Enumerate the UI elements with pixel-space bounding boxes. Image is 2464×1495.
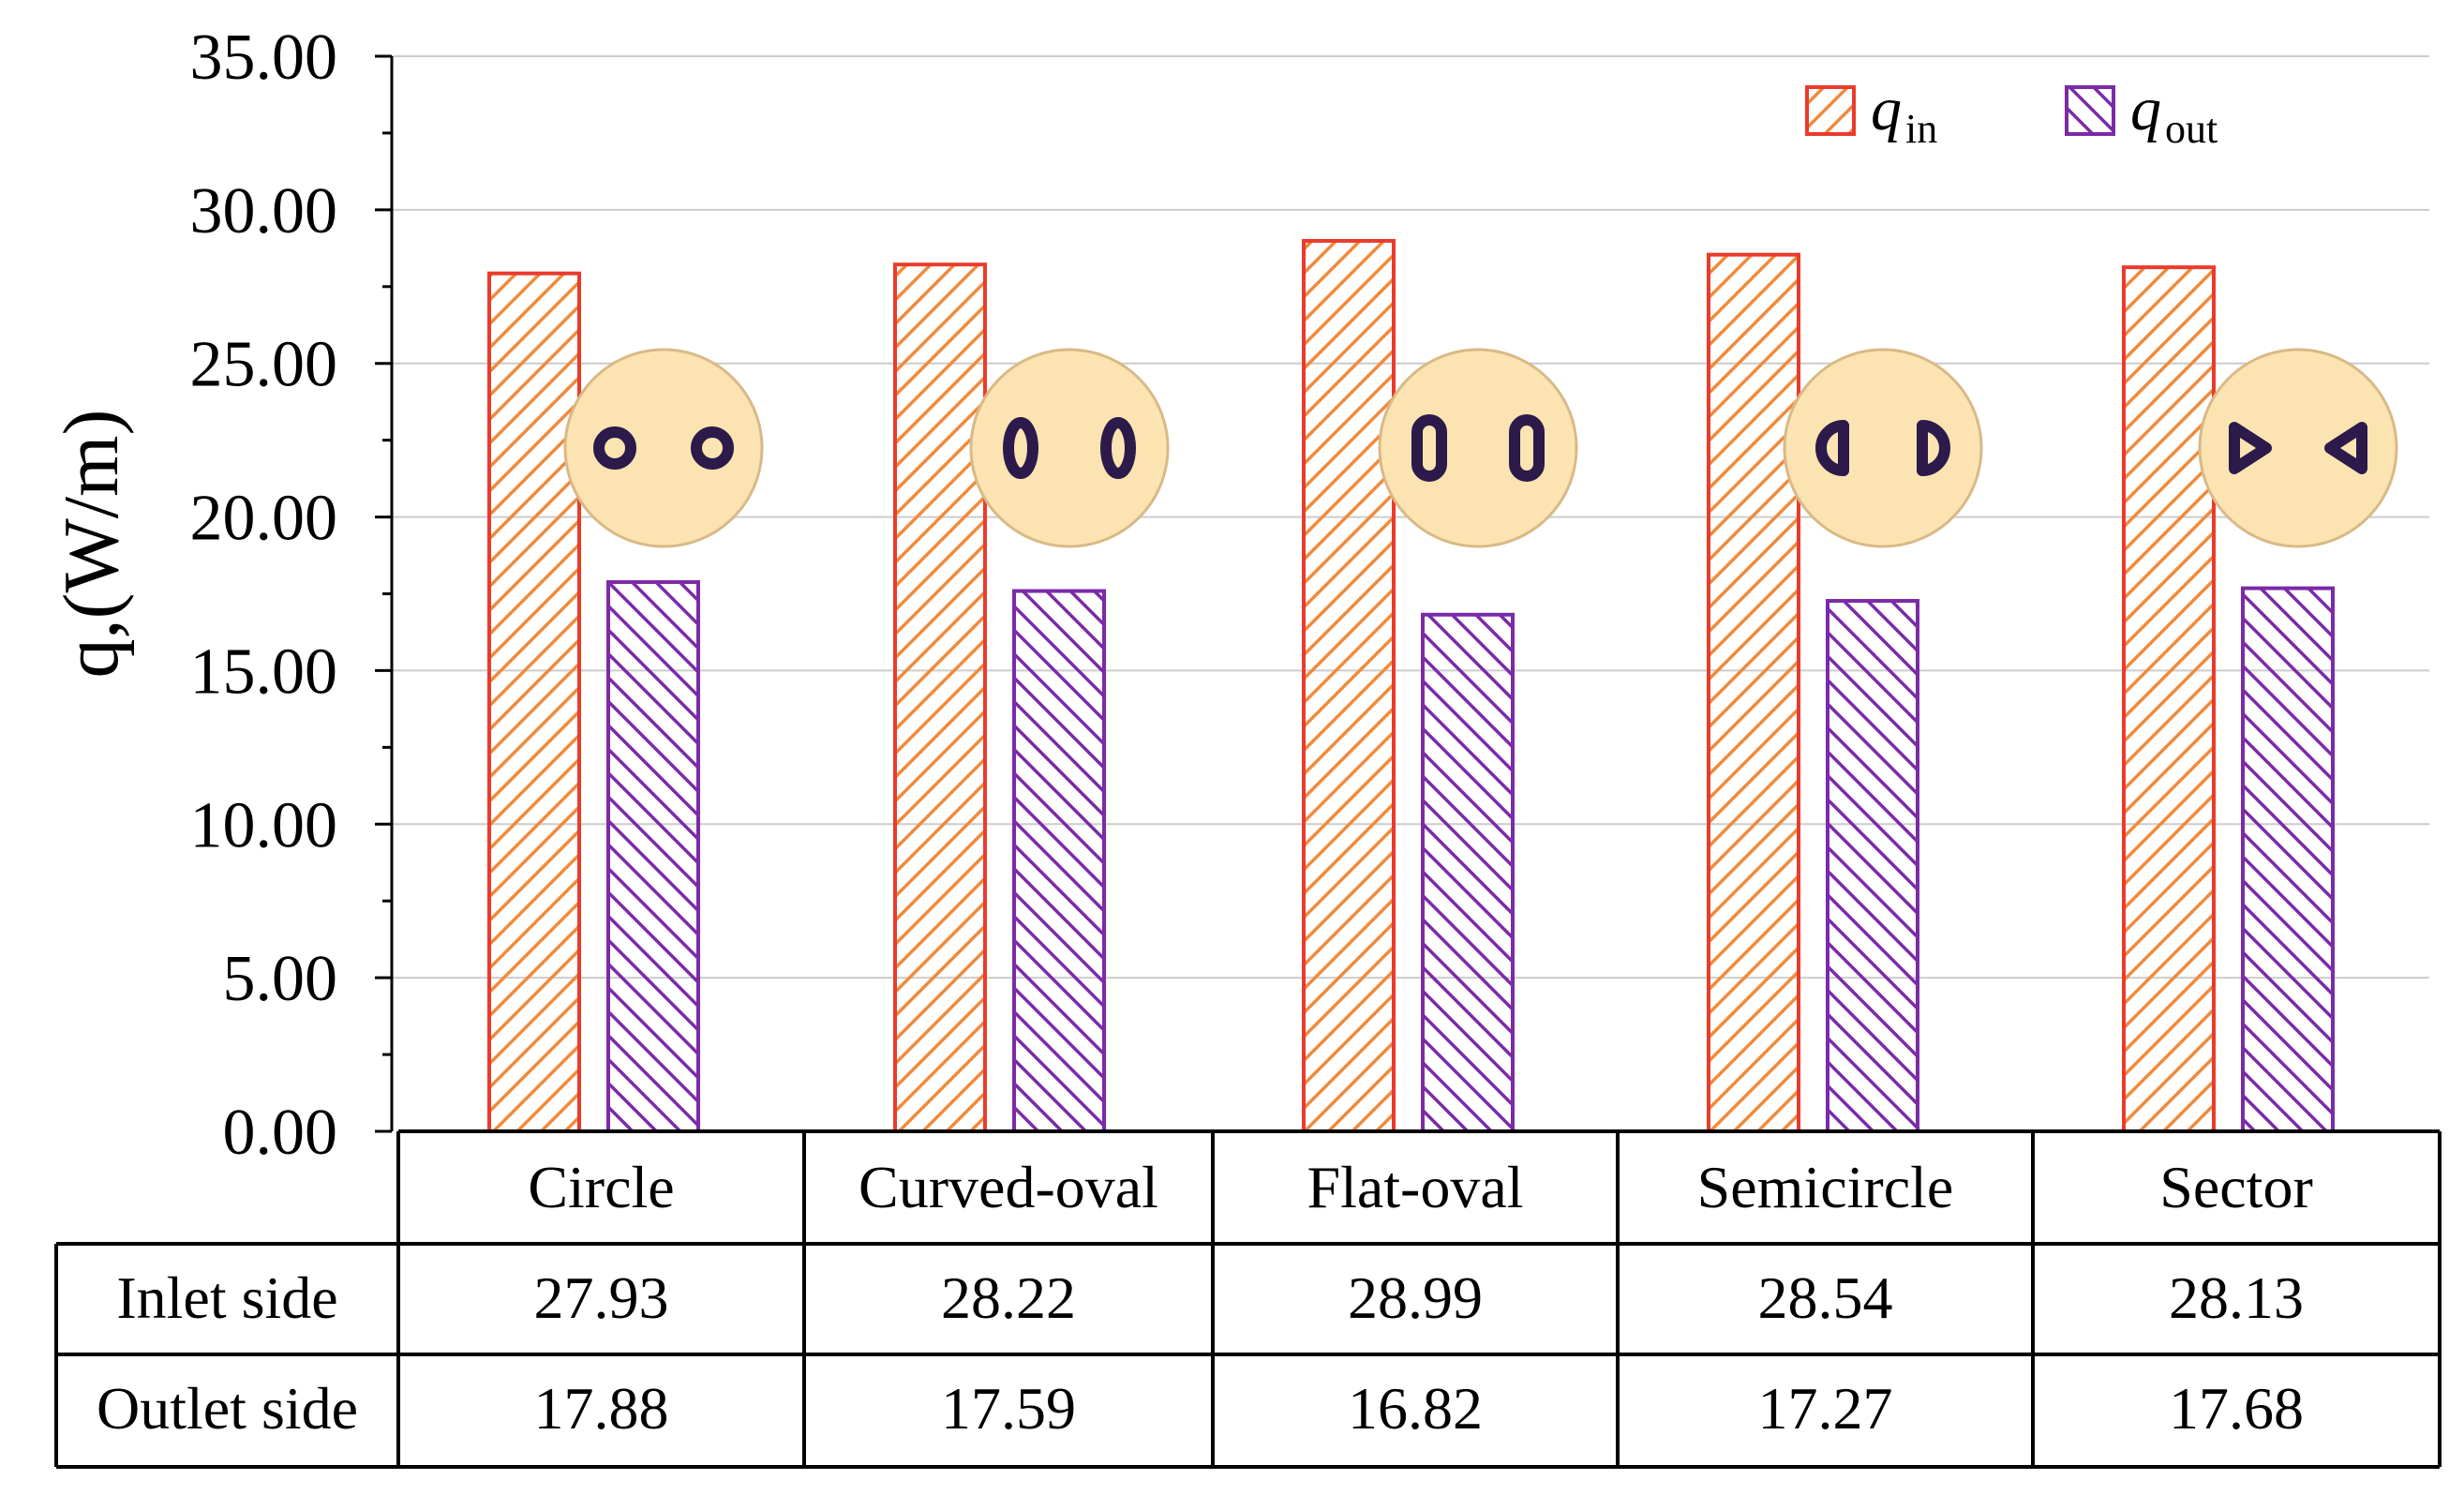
value-cell-qin: 28.13 — [2169, 1264, 2304, 1331]
value-cell-qin: 28.99 — [1348, 1264, 1483, 1331]
category-label: Sector — [2159, 1154, 2313, 1220]
bar-qin-circle — [487, 271, 581, 1134]
tube-left — [1003, 417, 1038, 479]
value-cell-qin: 27.93 — [534, 1264, 669, 1331]
inset-flat-oval — [1378, 348, 1578, 548]
value-cell-qout: 17.88 — [534, 1375, 669, 1442]
row-header: Inlet side — [116, 1264, 337, 1331]
tube-right — [1100, 417, 1136, 479]
y-tick-label: 20.00 — [190, 483, 338, 555]
y-tick-label: 5.00 — [223, 943, 338, 1015]
category-label: Flat-oval — [1307, 1154, 1523, 1220]
tube-right — [1509, 414, 1545, 482]
value-cell-qin: 28.22 — [941, 1264, 1076, 1331]
inset-curved-oval — [969, 348, 1170, 548]
y-axis-label: q,(W/m) — [48, 410, 135, 679]
y-tick-label: 25.00 — [190, 329, 338, 401]
cross-section-insets — [563, 348, 2398, 548]
y-tick-label: 30.00 — [190, 175, 338, 247]
value-cell-qout: 17.59 — [941, 1375, 1076, 1442]
inset-disc — [2198, 348, 2398, 548]
value-cell-qout: 17.27 — [1758, 1375, 1893, 1442]
tube-left — [1815, 420, 1849, 476]
bar-qout-semicircle — [1826, 599, 1919, 1133]
inset-sector — [2198, 348, 2398, 548]
category-label: Curved-oval — [859, 1154, 1158, 1220]
value-cell-qout: 16.82 — [1348, 1375, 1483, 1442]
bar-qin-flat-oval — [1302, 238, 1396, 1133]
legend-subscript: out — [2165, 106, 2218, 152]
value-cell-qin: 28.54 — [1758, 1264, 1893, 1331]
data-table: Circle 27.93 17.88 Curved-oval 28.22 17.59 Fla… — [54, 1129, 2442, 1469]
value-cell-qout: 17.68 — [2169, 1375, 2304, 1442]
legend-swatch-qin — [1805, 85, 1856, 136]
bar-qout-curved-oval — [1012, 589, 1106, 1133]
bar-qin-semicircle — [1707, 252, 1800, 1133]
tube-right — [2324, 422, 2367, 474]
tube-left — [2229, 422, 2272, 474]
bar-qout-sector — [2241, 586, 2335, 1133]
bar-qout-flat-oval — [1421, 612, 1515, 1133]
legend: qin qout — [1805, 75, 2218, 152]
category-label: Circle — [528, 1154, 674, 1220]
bar-qin-sector — [2122, 265, 2216, 1133]
tube-right — [1917, 420, 1950, 476]
legend-main: q — [2130, 75, 2161, 143]
tube-left — [593, 426, 636, 470]
inset-disc — [969, 348, 1170, 548]
bars — [487, 238, 2335, 1134]
inset-disc — [1783, 348, 1983, 548]
inset-semicircle — [1783, 348, 1983, 548]
inset-circle — [563, 348, 764, 548]
y-tick-label: 35.00 — [190, 22, 338, 94]
tube-left — [1411, 414, 1447, 482]
bar-qin-curved-oval — [893, 262, 987, 1133]
inset-disc — [1378, 348, 1578, 548]
row-header: Outlet side — [97, 1375, 358, 1442]
y-tick-label: 0.00 — [223, 1097, 338, 1169]
inset-disc — [563, 348, 764, 548]
category-label: Semicircle — [1697, 1154, 1954, 1220]
bar-qout-circle — [606, 580, 700, 1133]
legend-label-qin: qin — [1871, 75, 1937, 152]
legend-main: q — [1871, 75, 1902, 143]
tube-right — [691, 426, 734, 470]
y-axis: 0.00 5.00 10.00 15.00 20.00 25.00 30.00 35.00 — [190, 22, 394, 1169]
legend-swatch-qout — [2065, 85, 2115, 136]
y-tick-label: 10.00 — [190, 789, 338, 861]
legend-label-qout: qout — [2130, 75, 2218, 152]
y-tick-label: 15.00 — [190, 635, 338, 708]
legend-subscript: in — [1905, 106, 1937, 152]
